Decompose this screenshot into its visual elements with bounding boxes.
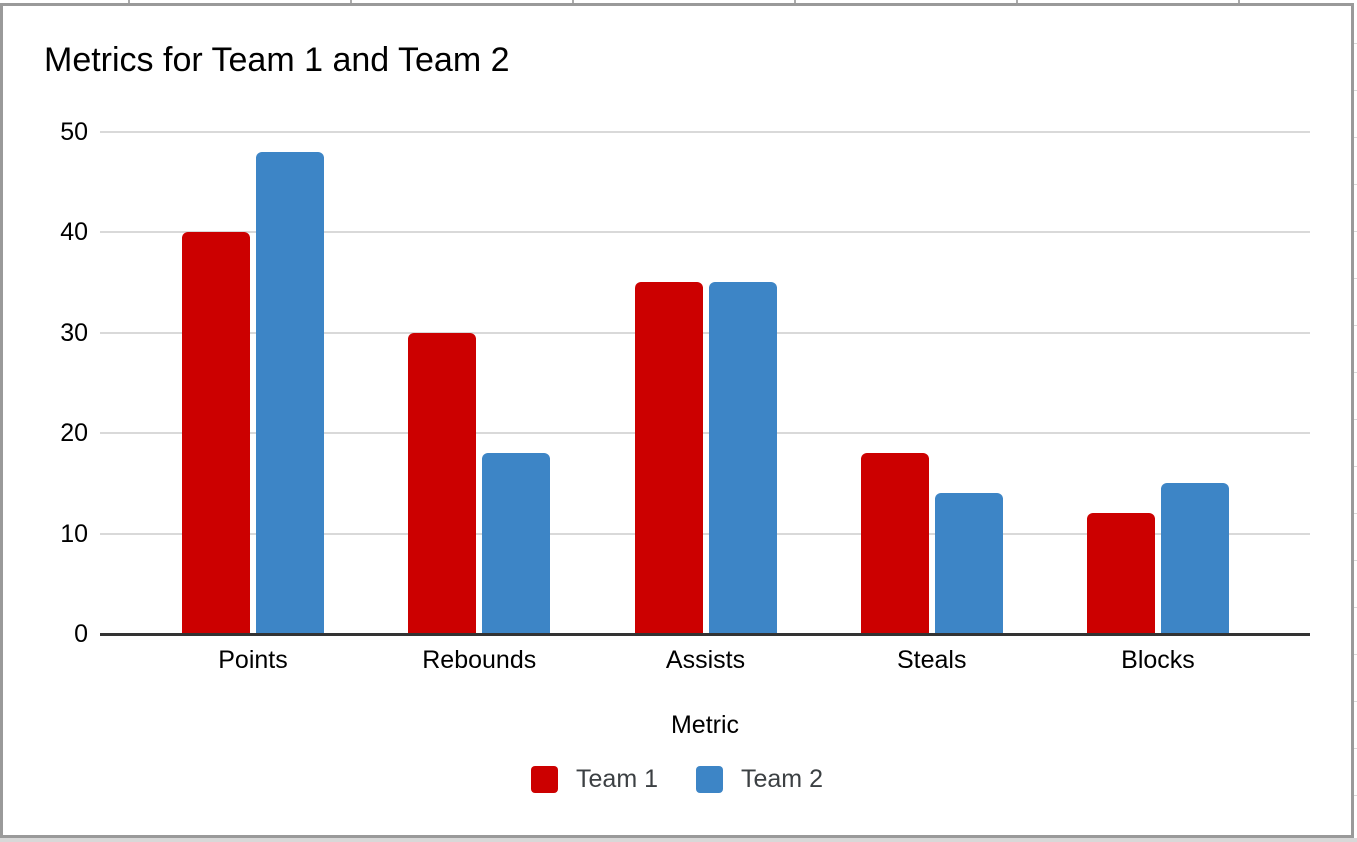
sheet-row-gridlines: [1354, 0, 1357, 842]
gridline: [100, 532, 1310, 535]
x-axis-category-label: Blocks: [1121, 646, 1195, 674]
sheet-column-gridlines: [0, 0, 1357, 3]
y-axis-tick-label: 50: [60, 117, 88, 146]
gridline: [100, 231, 1310, 233]
legend-swatch-icon: [696, 766, 723, 793]
legend-entry: Team 2: [696, 766, 823, 793]
gridline: [100, 432, 1310, 434]
x-axis-category-label: Assists: [665, 646, 746, 674]
legend-swatch-icon: [531, 766, 559, 793]
bar-team-2-steals: [934, 493, 1003, 636]
bar-team-2-rebounds: [482, 453, 551, 636]
bar-team-1-steals: [860, 453, 929, 636]
gridline: [100, 331, 1310, 334]
x-axis-line: [100, 633, 1310, 636]
sheet-bottom-gridline: [0, 838, 1357, 842]
legend-label: Team 1: [576, 765, 658, 793]
gridline: [100, 130, 1310, 133]
x-axis-title: Metric: [670, 711, 740, 739]
chart-title: Metrics for Team 1 and Team 2: [44, 41, 510, 79]
legend-label: Team 2: [741, 765, 823, 793]
y-axis-tick-label: 30: [60, 318, 88, 347]
legend: Team 1 Team 2: [3, 766, 1351, 793]
bar-team-1-points: [182, 232, 250, 636]
y-axis-tick-label: 0: [74, 620, 88, 648]
legend-entry: Team 1: [531, 766, 658, 793]
bar-team-2-assists: [708, 282, 777, 636]
x-axis-category-label: Points: [218, 646, 288, 674]
bar-team-1-rebounds: [408, 332, 477, 636]
bar-team-2-blocks: [1161, 483, 1229, 636]
bar-team-1-assists: [634, 282, 703, 636]
y-axis-tick-label: 10: [60, 519, 88, 548]
y-axis-tick-label: 20: [60, 419, 88, 447]
plot-area: 0 10 20 30 40 50 Points Rebounds Assists Steals Bl…: [3, 6, 1351, 835]
chart-card[interactable]: Metrics for Team 1 and Team 2 0 10 20 30 40 5…: [0, 3, 1354, 838]
y-axis-tick-label: 40: [60, 218, 88, 246]
bar-team-1-blocks: [1087, 513, 1155, 636]
x-axis-category-label: Rebounds: [422, 646, 537, 674]
x-axis-category-label: Steals: [897, 646, 967, 674]
bar-team-2-points: [256, 151, 324, 636]
